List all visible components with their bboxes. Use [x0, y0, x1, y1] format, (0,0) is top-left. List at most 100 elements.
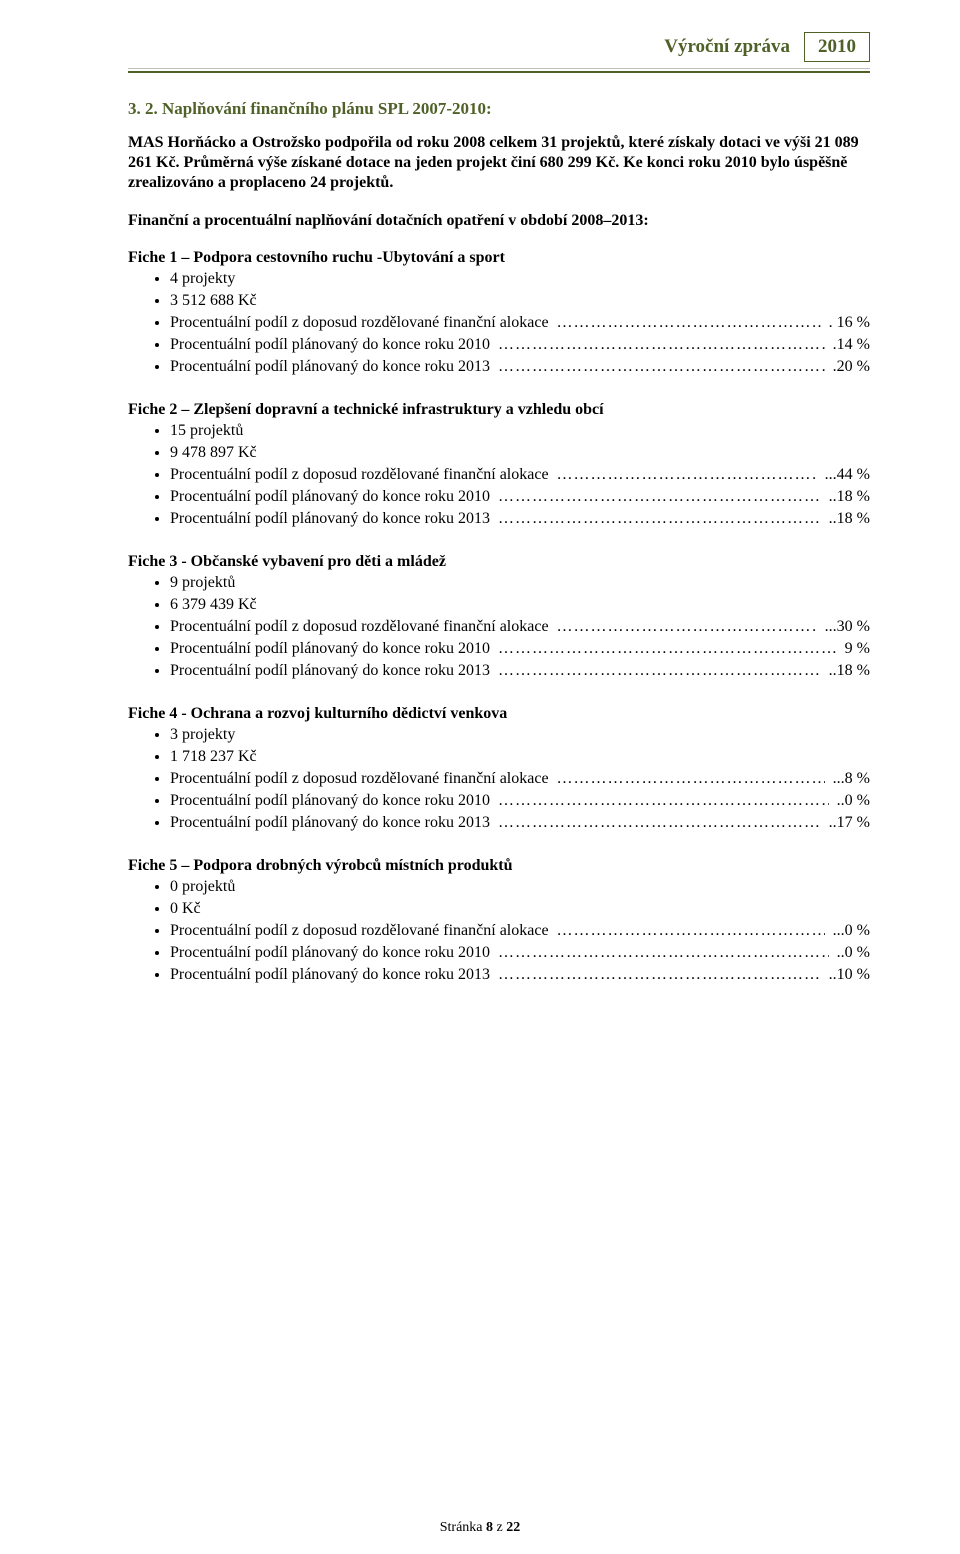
fiche-percent-line: Procentuální podíl plánovaný do konce ro… — [170, 357, 870, 377]
header-title: Výroční zpráva — [664, 36, 796, 58]
fiche-percent-line: Procentuální podíl plánovaný do konce ro… — [170, 335, 870, 355]
fiche-list: 9 projektů6 379 439 KčProcentuální podíl… — [128, 573, 870, 681]
leader-dots — [498, 335, 825, 355]
percent-label: Procentuální podíl plánovaný do konce ro… — [170, 357, 494, 377]
leader-dots — [498, 639, 837, 659]
leader-dots — [498, 791, 829, 811]
percent-label: Procentuální podíl plánovaný do konce ro… — [170, 661, 494, 681]
leader-dots — [498, 943, 829, 963]
fiche-projects: 15 projektů — [170, 421, 870, 441]
percent-label: Procentuální podíl z doposud rozdělované… — [170, 617, 553, 637]
header-year: 2010 — [804, 32, 870, 62]
percent-label: Procentuální podíl z doposud rozdělované… — [170, 313, 553, 333]
fiche-projects: 9 projektů — [170, 573, 870, 593]
fiche-list: 4 projekty3 512 688 KčProcentuální podíl… — [128, 269, 870, 377]
leader-dots — [498, 965, 821, 985]
fiche-title: Fiche 5 – Podpora drobných výrobců místn… — [128, 857, 870, 875]
percent-label: Procentuální podíl plánovaný do konce ro… — [170, 487, 494, 507]
fiche-amount: 1 718 237 Kč — [170, 747, 870, 767]
leader-dots — [498, 661, 821, 681]
fiche-percent-line: Procentuální podíl plánovaný do konce ro… — [170, 791, 870, 811]
header-rule-green — [128, 71, 870, 73]
fiche-percent-line: Procentuální podíl plánovaný do konce ro… — [170, 487, 870, 507]
fiche-block: Fiche 5 – Podpora drobných výrobců místn… — [128, 857, 870, 985]
footer-middle: z — [493, 1520, 506, 1535]
fiche-percent-line: Procentuální podíl z doposud rozdělované… — [170, 617, 870, 637]
fiche-percent-line: Procentuální podíl z doposud rozdělované… — [170, 921, 870, 941]
percent-value: ..18 % — [825, 661, 870, 681]
fiche-block: Fiche 4 - Ochrana a rozvoj kulturního dě… — [128, 705, 870, 833]
fiche-percent-line: Procentuální podíl plánovaný do konce ro… — [170, 509, 870, 529]
leader-dots — [498, 357, 825, 377]
fiche-block: Fiche 1 – Podpora cestovního ruchu -Ubyt… — [128, 249, 870, 377]
percent-value: .20 % — [829, 357, 870, 377]
leader-dots — [557, 465, 817, 485]
leader-dots — [498, 813, 821, 833]
fiche-title: Fiche 4 - Ochrana a rozvoj kulturního dě… — [128, 705, 870, 723]
footer-prefix: Stránka — [440, 1520, 486, 1535]
page-footer: Stránka 8 z 22 — [0, 1520, 960, 1536]
fiche-block: Fiche 2 – Zlepšení dopravní a technické … — [128, 401, 870, 529]
percent-label: Procentuální podíl plánovaný do konce ro… — [170, 965, 494, 985]
percent-value: ...44 % — [821, 465, 870, 485]
percent-label: Procentuální podíl plánovaný do konce ro… — [170, 335, 494, 355]
percent-value: ..17 % — [825, 813, 870, 833]
intro-paragraph-1: MAS Horňácko a Ostrožsko podpořila od ro… — [128, 133, 870, 193]
footer-current: 8 — [486, 1520, 493, 1535]
fiche-percent-line: Procentuální podíl z doposud rozdělované… — [170, 465, 870, 485]
percent-value: ..10 % — [825, 965, 870, 985]
fiche-projects: 3 projekty — [170, 725, 870, 745]
intro-paragraph-2: Finanční a procentuální naplňování dotač… — [128, 211, 870, 231]
percent-value: ...30 % — [821, 617, 870, 637]
leader-dots — [557, 313, 821, 333]
percent-label: Procentuální podíl plánovaný do konce ro… — [170, 639, 494, 659]
header-rule-thin — [128, 68, 870, 69]
percent-value: ..0 % — [833, 791, 870, 811]
percent-label: Procentuální podíl z doposud rozdělované… — [170, 465, 553, 485]
fiche-title: Fiche 2 – Zlepšení dopravní a technické … — [128, 401, 870, 419]
fiche-amount: 0 Kč — [170, 899, 870, 919]
percent-value: 9 % — [841, 639, 870, 659]
percent-label: Procentuální podíl z doposud rozdělované… — [170, 921, 553, 941]
percent-value: ..18 % — [825, 487, 870, 507]
fiche-percent-line: Procentuální podíl plánovaný do konce ro… — [170, 943, 870, 963]
fiche-amount: 3 512 688 Kč — [170, 291, 870, 311]
percent-label: Procentuální podíl plánovaný do konce ro… — [170, 943, 494, 963]
percent-label: Procentuální podíl plánovaný do konce ro… — [170, 509, 494, 529]
intro-block: MAS Horňácko a Ostrožsko podpořila od ro… — [128, 133, 870, 231]
footer-total: 22 — [506, 1520, 520, 1535]
fiche-percent-line: Procentuální podíl plánovaný do konce ro… — [170, 661, 870, 681]
fiche-amount: 6 379 439 Kč — [170, 595, 870, 615]
leader-dots — [557, 921, 825, 941]
fiche-title: Fiche 3 - Občanské vybavení pro děti a m… — [128, 553, 870, 571]
fiche-title: Fiche 1 – Podpora cestovního ruchu -Ubyt… — [128, 249, 870, 267]
fiche-amount: 9 478 897 Kč — [170, 443, 870, 463]
fiche-percent-line: Procentuální podíl plánovaný do konce ro… — [170, 639, 870, 659]
fiche-block: Fiche 3 - Občanské vybavení pro děti a m… — [128, 553, 870, 681]
percent-label: Procentuální podíl plánovaný do konce ro… — [170, 791, 494, 811]
fiches-container: Fiche 1 – Podpora cestovního ruchu -Ubyt… — [128, 249, 870, 985]
percent-value: ..18 % — [825, 509, 870, 529]
fiche-percent-line: Procentuální podíl plánovaný do konce ro… — [170, 813, 870, 833]
fiche-list: 0 projektů0 KčProcentuální podíl z dopos… — [128, 877, 870, 985]
leader-dots — [557, 769, 825, 789]
leader-dots — [498, 509, 821, 529]
page: Výroční zpráva 2010 3. 2. Naplňování fin… — [0, 0, 960, 1554]
percent-label: Procentuální podíl plánovaný do konce ro… — [170, 813, 494, 833]
fiche-list: 3 projekty1 718 237 KčProcentuální podíl… — [128, 725, 870, 833]
leader-dots — [557, 617, 817, 637]
section-title: 3. 2. Naplňování finančního plánu SPL 20… — [128, 99, 870, 119]
fiche-percent-line: Procentuální podíl z doposud rozdělované… — [170, 313, 870, 333]
percent-value: ...8 % — [829, 769, 870, 789]
percent-value: ..0 % — [833, 943, 870, 963]
fiche-list: 15 projektů9 478 897 KčProcentuální podí… — [128, 421, 870, 529]
fiche-percent-line: Procentuální podíl plánovaný do konce ro… — [170, 965, 870, 985]
fiche-projects: 0 projektů — [170, 877, 870, 897]
leader-dots — [498, 487, 821, 507]
percent-value: . 16 % — [825, 313, 870, 333]
percent-value: ...0 % — [829, 921, 870, 941]
fiche-projects: 4 projekty — [170, 269, 870, 289]
percent-label: Procentuální podíl z doposud rozdělované… — [170, 769, 553, 789]
page-header: Výroční zpráva 2010 — [128, 32, 870, 62]
fiche-percent-line: Procentuální podíl z doposud rozdělované… — [170, 769, 870, 789]
